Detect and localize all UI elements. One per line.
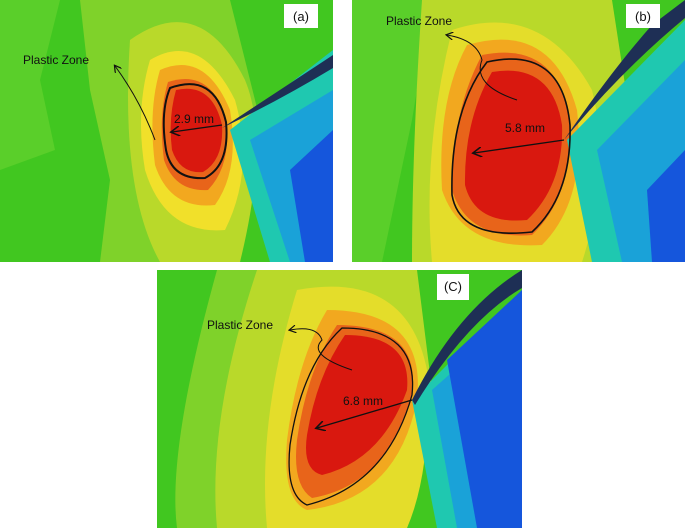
panel-a (0, 0, 333, 262)
panel-b (352, 0, 685, 262)
measurement: 6.8 mm (343, 394, 383, 408)
measurement: 2.9 mm (174, 112, 214, 126)
annotation: Plastic Zone (207, 318, 273, 332)
panel-label: (b) (635, 9, 651, 24)
panel-c (157, 270, 522, 528)
panel-label: (a) (293, 9, 309, 24)
annotation: Plastic Zone (386, 14, 452, 28)
panel-label: (C) (444, 279, 462, 294)
measurement: 5.8 mm (505, 121, 545, 135)
annotation: Plastic Zone (23, 53, 89, 67)
